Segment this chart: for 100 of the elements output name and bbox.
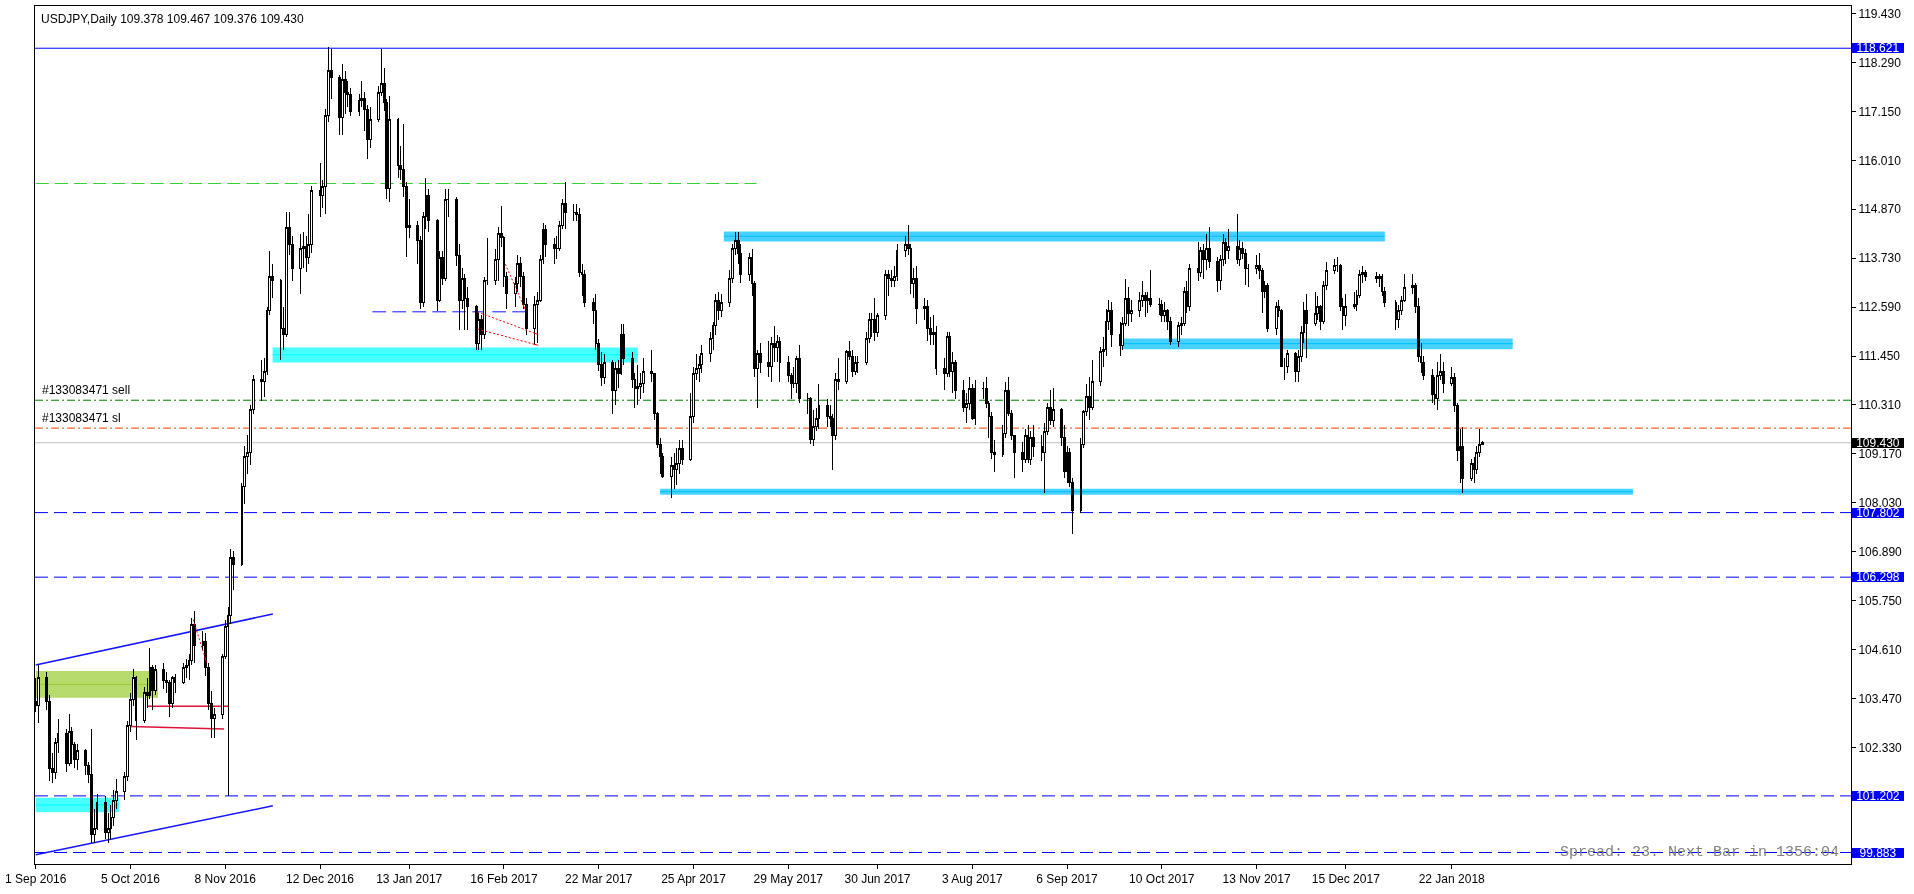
- candlestick: [1469, 458, 1473, 481]
- candlestick: [1118, 321, 1122, 357]
- candlestick: [1461, 426, 1465, 494]
- candlestick: [37, 664, 40, 724]
- ref-line-label: 109.430: [1856, 436, 1900, 450]
- y-tick-label: 113.730: [1858, 251, 1902, 266]
- candlestick: [1430, 368, 1434, 404]
- candlestick: [798, 344, 801, 404]
- candlestick: [1196, 241, 1200, 282]
- candlestick: [817, 383, 821, 430]
- x-tick-label: 8 Nov 2016: [194, 872, 257, 887]
- candlestick: [1344, 293, 1348, 327]
- candlestick: [162, 662, 166, 690]
- x-tick-label: 16 Feb 2017: [470, 872, 538, 887]
- y-tick-label: 102.330: [1858, 740, 1903, 755]
- y-tick-label: 105.750: [1858, 593, 1903, 608]
- candlestick: [1394, 299, 1398, 331]
- candlestick: [884, 269, 888, 321]
- candlestick: [778, 336, 782, 383]
- ref-line-label: 99.883: [1859, 846, 1897, 860]
- candlestick: [1227, 228, 1231, 260]
- candlestick: [856, 355, 860, 374]
- ref-line-label: 106.298: [1856, 570, 1900, 584]
- y-tick-label: 116.010: [1858, 153, 1902, 168]
- candlestick: [1026, 424, 1030, 464]
- candlestick: [1313, 291, 1317, 327]
- x-tick-label: 13 Jan 2017: [376, 872, 443, 887]
- candlestick: [90, 728, 93, 844]
- candlestick: [1160, 299, 1164, 323]
- candlestick: [193, 610, 197, 664]
- x-tick-label: 25 Apr 2017: [661, 872, 727, 887]
- candlestick: [1177, 321, 1180, 348]
- candlestick: [602, 353, 606, 385]
- candlestick: [636, 364, 640, 406]
- candlestick: [1352, 291, 1356, 310]
- candlestick: [767, 340, 771, 378]
- x-tick-label: 15 Dec 2017: [1311, 872, 1381, 887]
- candlestick: [103, 795, 107, 840]
- candlestick: [76, 743, 79, 771]
- candlestick: [719, 293, 723, 318]
- y-tick-label: 103.470: [1858, 691, 1903, 706]
- y-tick-label: 109.170: [1858, 447, 1903, 462]
- candlestick: [873, 297, 877, 342]
- y-tick-label: 119.430: [1858, 6, 1902, 21]
- candlestick: [388, 95, 392, 203]
- candlestick: [1274, 301, 1278, 336]
- x-tick-label: 6 Sep 2017: [1036, 872, 1099, 887]
- x-tick-label: 30 Jun 2017: [844, 872, 911, 887]
- candlestick: [669, 456, 673, 499]
- candlestick: [973, 379, 977, 426]
- x-tick-label: 5 Oct 2016: [101, 872, 161, 887]
- candlestick: [444, 188, 447, 282]
- x-tick-label: 10 Oct 2017: [1129, 872, 1195, 887]
- y-tick-label: 112.590: [1858, 300, 1902, 315]
- ref-line-label: #133083471 sl: [42, 411, 121, 425]
- y-tick-label: 118.290: [1858, 55, 1902, 70]
- candlestick: [1255, 254, 1259, 275]
- x-tick-label: 22 Mar 2017: [565, 872, 633, 887]
- candlestick: [915, 265, 918, 325]
- x-tick-label: 3 Aug 2017: [941, 872, 1003, 887]
- y-tick-label: 117.150: [1858, 104, 1902, 119]
- candlestick: [572, 203, 576, 222]
- candlestick: [396, 117, 400, 179]
- candlestick: [563, 181, 567, 230]
- candlestick: [1188, 263, 1192, 312]
- candlestick: [1305, 293, 1309, 359]
- candlestick: [182, 662, 185, 685]
- text: USDJPY,Daily 109.378 109.467 109.376 109.430: [41, 12, 304, 26]
- candlestick: [552, 237, 556, 265]
- ref-line-label: 101.202: [1856, 789, 1900, 803]
- y-tick-label: 111.450: [1858, 349, 1901, 364]
- candlestick: [809, 396, 813, 445]
- candlestick: [435, 218, 439, 312]
- candlestick: [279, 278, 283, 361]
- candlestick: [825, 398, 829, 428]
- candlestick: [318, 162, 322, 218]
- candlestick: [260, 359, 263, 402]
- x-tick-label: 12 Dec 2016: [285, 872, 355, 887]
- x-tick-label: 22 Jan 2018: [1418, 872, 1486, 887]
- y-tick-label: 104.610: [1858, 642, 1903, 657]
- x-tick-label: 1 Sep 2016: [5, 872, 67, 887]
- candlestick: [533, 295, 537, 346]
- candlestick: [926, 299, 930, 342]
- x-tick-label: 13 Nov 2017: [1222, 872, 1291, 887]
- candlestick: [1199, 246, 1203, 278]
- candlestick: [1110, 301, 1114, 348]
- ref-line-label: 118.621: [1856, 41, 1900, 55]
- candlestick: [1216, 256, 1219, 293]
- y-tick-label: 110.310: [1858, 398, 1902, 413]
- candlestick: [299, 233, 302, 295]
- x-tick-label: 29 May 2017: [753, 872, 824, 887]
- candlestick: [474, 304, 478, 351]
- candlestick: [1235, 213, 1239, 265]
- y-tick-label: 114.870: [1858, 202, 1902, 217]
- ref-line-label: #133083471 sell: [42, 383, 131, 397]
- candlestick: [1266, 282, 1270, 333]
- candlestick: [1375, 271, 1378, 284]
- candlestick: [340, 63, 344, 136]
- ref-line-label: 107.802: [1856, 506, 1900, 520]
- y-tick-label: 106.890: [1858, 544, 1903, 559]
